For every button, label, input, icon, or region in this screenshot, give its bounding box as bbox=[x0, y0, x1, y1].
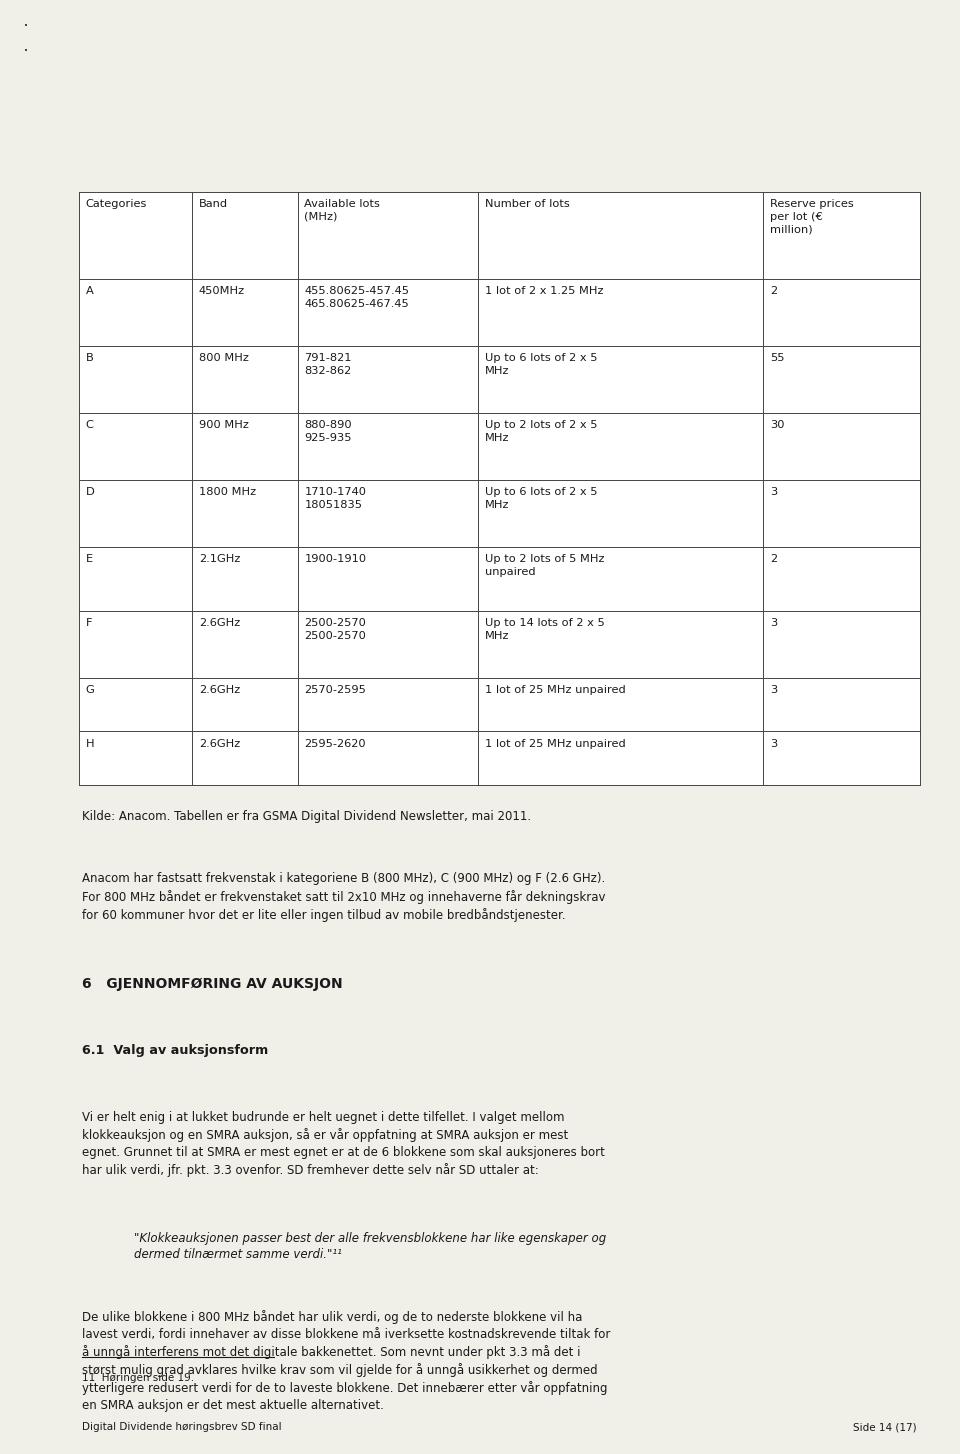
Text: 2: 2 bbox=[770, 554, 777, 564]
Text: B: B bbox=[85, 353, 93, 364]
Text: Number of lots: Number of lots bbox=[485, 199, 569, 209]
Text: Digital Dividende høringsbrev SD final: Digital Dividende høringsbrev SD final bbox=[82, 1422, 281, 1432]
Text: 880-890
925-935: 880-890 925-935 bbox=[304, 420, 352, 443]
Text: 6.1  Valg av auksjonsform: 6.1 Valg av auksjonsform bbox=[82, 1044, 268, 1057]
Text: Up to 2 lots of 2 x 5
MHz: Up to 2 lots of 2 x 5 MHz bbox=[485, 420, 597, 443]
Text: Kilde: Anacom. Tabellen er fra GSMA Digital Dividend Newsletter, mai 2011.: Kilde: Anacom. Tabellen er fra GSMA Digi… bbox=[82, 810, 531, 823]
Text: H: H bbox=[85, 739, 94, 749]
Text: 900 MHz: 900 MHz bbox=[199, 420, 249, 430]
Text: 2.1GHz: 2.1GHz bbox=[199, 554, 240, 564]
Text: Anacom har fastsatt frekvenstak i kategoriene B (800 MHz), C (900 MHz) og F (2.6: Anacom har fastsatt frekvenstak i katego… bbox=[82, 872, 605, 922]
Text: E: E bbox=[85, 554, 92, 564]
Text: 55: 55 bbox=[770, 353, 784, 364]
Text: 2.6GHz: 2.6GHz bbox=[199, 618, 240, 628]
Text: 11  Høringen side 19.: 11 Høringen side 19. bbox=[82, 1373, 194, 1383]
Text: Up to 2 lots of 5 MHz
unpaired: Up to 2 lots of 5 MHz unpaired bbox=[485, 554, 604, 577]
Text: 2.6GHz: 2.6GHz bbox=[199, 685, 240, 695]
Text: Up to 14 lots of 2 x 5
MHz: Up to 14 lots of 2 x 5 MHz bbox=[485, 618, 605, 641]
Text: 3: 3 bbox=[770, 739, 778, 749]
Text: 2500-2570
2500-2570: 2500-2570 2500-2570 bbox=[304, 618, 366, 641]
Bar bbox=[79, 192, 920, 785]
Text: 800 MHz: 800 MHz bbox=[199, 353, 249, 364]
Text: Up to 6 lots of 2 x 5
MHz: Up to 6 lots of 2 x 5 MHz bbox=[485, 353, 597, 377]
Text: Reserve prices
per lot (€
million): Reserve prices per lot (€ million) bbox=[770, 199, 853, 234]
Text: Band: Band bbox=[199, 199, 228, 209]
Text: •: • bbox=[24, 48, 28, 54]
Text: 3: 3 bbox=[770, 685, 778, 695]
Text: 1900-1910: 1900-1910 bbox=[304, 554, 367, 564]
Text: 2570-2595: 2570-2595 bbox=[304, 685, 366, 695]
Text: Vi er helt enig i at lukket budrunde er helt uegnet i dette tilfellet. I valget : Vi er helt enig i at lukket budrunde er … bbox=[82, 1111, 605, 1176]
Text: Side 14 (17): Side 14 (17) bbox=[853, 1422, 917, 1432]
Text: 450MHz: 450MHz bbox=[199, 286, 245, 297]
Text: 1710-1740
18051835: 1710-1740 18051835 bbox=[304, 487, 367, 510]
Text: 3: 3 bbox=[770, 618, 778, 628]
Text: 30: 30 bbox=[770, 420, 784, 430]
Text: 1 lot of 25 MHz unpaired: 1 lot of 25 MHz unpaired bbox=[485, 739, 626, 749]
Text: 3: 3 bbox=[770, 487, 778, 497]
Text: D: D bbox=[85, 487, 94, 497]
Text: C: C bbox=[85, 420, 93, 430]
Text: 1 lot of 25 MHz unpaired: 1 lot of 25 MHz unpaired bbox=[485, 685, 626, 695]
Text: Categories: Categories bbox=[85, 199, 147, 209]
Text: 6   GJENNOMFØRING AV AUKSJON: 6 GJENNOMFØRING AV AUKSJON bbox=[82, 977, 342, 992]
Text: 791-821
832-862: 791-821 832-862 bbox=[304, 353, 351, 377]
Text: G: G bbox=[85, 685, 94, 695]
Text: 2595-2620: 2595-2620 bbox=[304, 739, 366, 749]
Text: Up to 6 lots of 2 x 5
MHz: Up to 6 lots of 2 x 5 MHz bbox=[485, 487, 597, 510]
Text: De ulike blokkene i 800 MHz båndet har ulik verdi, og de to nederste blokkene vi: De ulike blokkene i 800 MHz båndet har u… bbox=[82, 1310, 610, 1412]
Text: 1 lot of 2 x 1.25 MHz: 1 lot of 2 x 1.25 MHz bbox=[485, 286, 603, 297]
Text: Available lots
(MHz): Available lots (MHz) bbox=[304, 199, 380, 222]
Text: "Klokkeauksjonen passer best der alle frekvensblokkene har like egenskaper og
de: "Klokkeauksjonen passer best der alle fr… bbox=[134, 1232, 607, 1261]
Text: F: F bbox=[85, 618, 92, 628]
Text: 2.6GHz: 2.6GHz bbox=[199, 739, 240, 749]
Text: 2: 2 bbox=[770, 286, 777, 297]
Text: •: • bbox=[24, 23, 28, 29]
Text: A: A bbox=[85, 286, 93, 297]
Text: 455.80625-457.45
465.80625-467.45: 455.80625-457.45 465.80625-467.45 bbox=[304, 286, 409, 310]
Text: 1800 MHz: 1800 MHz bbox=[199, 487, 256, 497]
